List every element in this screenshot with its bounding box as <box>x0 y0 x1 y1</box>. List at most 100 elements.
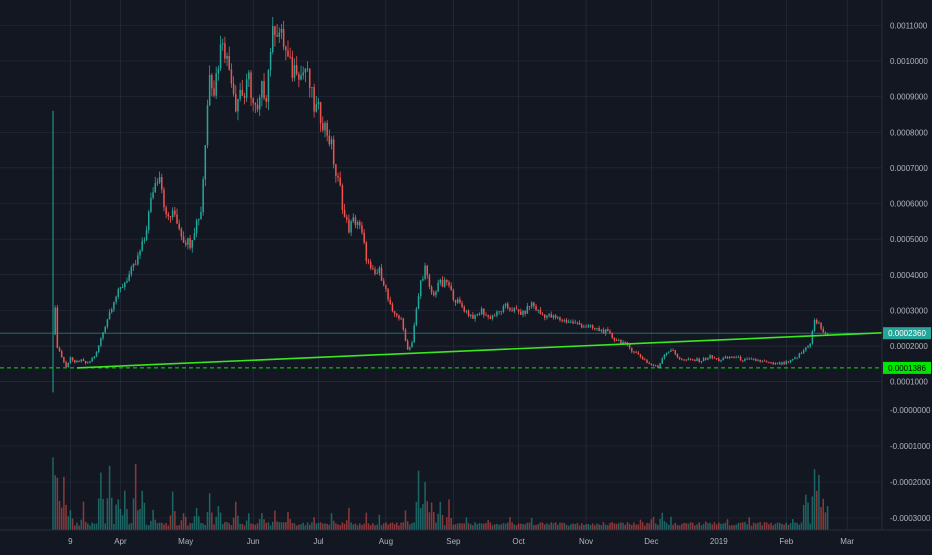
volume-bar <box>485 523 487 530</box>
candle-up <box>279 33 281 37</box>
candle-up <box>814 320 816 331</box>
candle-down <box>483 309 485 315</box>
x-tick-label: Jul <box>313 537 323 546</box>
candle-down <box>731 357 733 358</box>
volume-bar <box>128 524 130 530</box>
volume-bar <box>509 517 511 530</box>
candle-up <box>744 359 746 361</box>
candle-up <box>440 280 442 283</box>
candle-down <box>759 360 761 362</box>
candle-down <box>185 243 187 245</box>
volume-bar <box>820 507 822 530</box>
volume-bar <box>707 523 709 530</box>
candle-up <box>703 358 705 361</box>
volume-bar <box>772 525 774 530</box>
candle-down <box>242 90 244 96</box>
candle-down <box>453 290 455 300</box>
candle-up <box>302 73 304 76</box>
volume-bar <box>318 523 320 530</box>
volume-bar <box>585 524 587 530</box>
volume-bar <box>189 523 191 530</box>
candle-up <box>546 316 548 318</box>
volume-bar <box>70 510 72 530</box>
candle-down <box>764 361 766 362</box>
volume-bar <box>559 523 561 530</box>
candle-down <box>551 314 553 317</box>
candle-up <box>420 280 422 296</box>
volume-bar <box>268 522 270 530</box>
candle-down <box>685 360 687 361</box>
candle-down <box>265 98 267 102</box>
candle-down <box>714 358 716 359</box>
candle-up <box>796 357 798 358</box>
volume-bar <box>165 523 167 530</box>
volume-bar <box>259 519 261 530</box>
candle-down <box>446 280 448 282</box>
volume-bar <box>211 512 213 530</box>
candle-up <box>331 139 333 144</box>
candle-down <box>224 43 226 58</box>
volume-bar <box>102 499 104 530</box>
volume-bar <box>542 523 544 530</box>
volume-bar <box>522 524 524 530</box>
candle-down <box>263 81 265 98</box>
candle-up <box>324 123 326 131</box>
volume-bar <box>161 523 163 530</box>
volume-bar <box>620 522 622 530</box>
candle-up <box>781 362 783 364</box>
volume-bar <box>642 522 644 530</box>
volume-bar <box>359 523 361 530</box>
volume-bar <box>135 464 137 530</box>
candle-down <box>629 344 631 348</box>
candle-up <box>413 325 415 342</box>
candle-up <box>270 52 272 70</box>
volume-bar <box>581 523 583 530</box>
candle-up <box>722 358 724 360</box>
volume-bar <box>361 525 363 530</box>
candle-down <box>653 365 655 366</box>
candle-up <box>237 99 239 111</box>
candle-up <box>220 44 222 68</box>
volume-bar <box>757 523 759 530</box>
candle-down <box>385 285 387 289</box>
volume-bar <box>696 524 698 530</box>
volume-bar <box>759 522 761 530</box>
candle-up <box>746 359 748 360</box>
candle-down <box>83 359 85 361</box>
volume-bar <box>461 523 463 530</box>
candle-up <box>70 357 72 363</box>
candle-down <box>638 353 640 355</box>
volume-bar <box>109 466 111 530</box>
volume-bar <box>601 525 603 530</box>
candle-up <box>470 315 472 316</box>
candle-down <box>772 363 774 365</box>
volume-bar <box>133 498 135 530</box>
volume-bar <box>440 502 442 530</box>
candle-down <box>165 207 167 214</box>
candle-up <box>139 251 141 256</box>
volume-bar <box>313 517 315 530</box>
volume-bar <box>681 524 683 530</box>
volume-bar <box>516 525 518 530</box>
candle-up <box>777 363 779 364</box>
volume-bar <box>370 525 372 530</box>
volume-bar <box>629 524 631 530</box>
volume-bar <box>653 517 655 530</box>
candle-down <box>178 224 180 229</box>
volume-bar <box>372 523 374 530</box>
volume-bar <box>444 525 446 530</box>
candle-up <box>587 326 589 328</box>
volume-bar <box>490 522 492 530</box>
volume-bar <box>150 521 152 530</box>
volume-bar <box>246 520 248 530</box>
candle-down <box>716 358 718 359</box>
candle-up <box>113 302 115 309</box>
candle-up <box>707 358 709 359</box>
volume-bar <box>716 525 718 530</box>
candle-down <box>372 268 374 269</box>
x-tick-label: Dec <box>644 537 658 546</box>
candle-down <box>346 217 348 219</box>
volume-bar <box>446 517 448 530</box>
candle-up <box>281 29 283 33</box>
